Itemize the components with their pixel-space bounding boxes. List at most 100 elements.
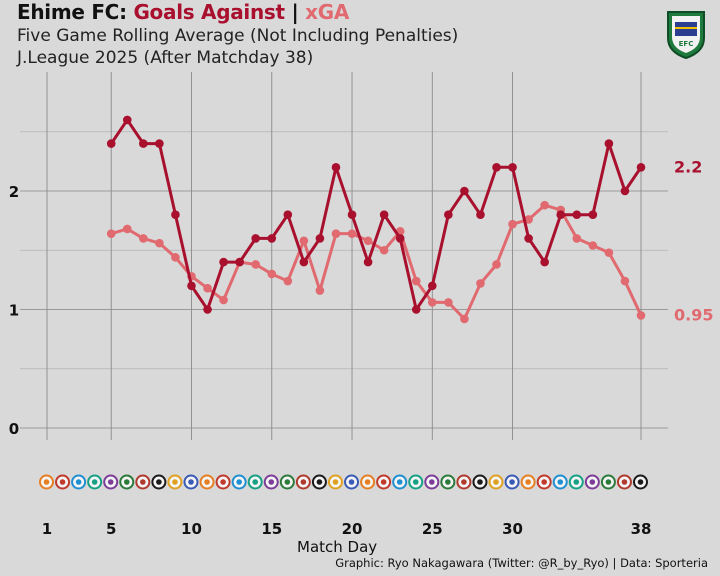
xga-point: [427, 298, 437, 307]
goals-against-point: [315, 234, 325, 243]
xga-point: [411, 276, 421, 286]
goals-against-point: [588, 210, 598, 219]
series-group: [106, 115, 646, 324]
xga-point: [588, 241, 598, 250]
goals-against-point: [187, 281, 196, 291]
opponent-crest-icon: [279, 474, 295, 490]
opponent-crest-icon: [360, 474, 376, 490]
opponent-crest-icon: [55, 474, 71, 490]
opponent-crest-icon: [584, 474, 600, 490]
caption-credit: Graphic: Ryo Nakagawara (Twitter: @R_by_…: [335, 556, 708, 570]
opponent-crest-icon: [327, 474, 343, 490]
end-labels: 2.2 0.95: [674, 157, 713, 324]
x-tick-label: 38: [631, 520, 652, 538]
opponent-crest-icon: [263, 474, 279, 490]
xga-point: [106, 229, 116, 238]
opponent-crest-icon: [616, 474, 632, 490]
xga-point: [203, 283, 212, 293]
opponent-crest-icon: [199, 474, 215, 490]
goals-against-point: [299, 257, 309, 267]
xga-point: [508, 219, 517, 229]
opponent-crest-icon: [71, 474, 87, 490]
goals-against-point: [363, 257, 373, 267]
goals-against-point: [395, 234, 405, 243]
x-tick-label: 20: [342, 520, 363, 538]
opponent-crest-icon: [568, 474, 584, 490]
x-tick-label: 5: [106, 520, 116, 538]
xga-point: [476, 279, 485, 288]
goals-against-point: [620, 186, 630, 196]
opponent-crest-icon: [151, 474, 167, 490]
y-axis-ticks: 0 1 2: [9, 183, 19, 438]
xga-point: [219, 295, 228, 305]
opponent-crest-icon: [424, 474, 440, 490]
goals-against-point: [283, 210, 293, 219]
xga-point: [267, 269, 277, 279]
chart-season-subtitle: J.League 2025 (After Matchday 38): [17, 48, 314, 68]
opponent-crest-icon: [135, 474, 151, 490]
xga-point: [283, 276, 293, 286]
goals-against-point: [444, 210, 453, 219]
opponent-crest-icon: [344, 474, 360, 490]
goals-against-point: [106, 139, 116, 148]
goals-against-point: [139, 139, 148, 148]
opponent-crest-icon: [231, 474, 247, 490]
xga-line: [110, 203, 643, 321]
grid-lines: [20, 72, 668, 440]
xga-point: [155, 238, 164, 248]
title-xga: xGA: [305, 0, 350, 24]
goals-against-line: [109, 118, 643, 311]
goals-against-point: [379, 210, 389, 219]
xga-point: [139, 234, 148, 243]
x-tick-label: 10: [181, 520, 202, 538]
goals-against-point: [331, 163, 341, 172]
xga-point: [363, 236, 373, 246]
goals-against-point: [155, 139, 164, 148]
goals-against-point: [347, 210, 357, 219]
xga-point: [540, 200, 549, 210]
opponent-crest-icon: [167, 474, 183, 490]
opponent-crest-icon: [183, 474, 199, 490]
xga-point: [604, 248, 614, 257]
opponent-crest-icon: [311, 474, 327, 490]
xga-point: [460, 314, 469, 324]
xga-point: [315, 286, 325, 295]
goals-against-point: [636, 163, 646, 172]
title-goals-against: Goals Against: [133, 0, 285, 24]
goals-against-point: [460, 186, 469, 196]
xga-point: [492, 260, 501, 269]
x-tick-label: 25: [422, 520, 443, 538]
opponent-crest-icon: [39, 474, 54, 490]
opponent-crest-icon: [440, 474, 456, 490]
goals-against-point: [251, 234, 261, 243]
goals-against-end-label: 2.2: [674, 157, 702, 176]
opponent-crest-icon: [472, 474, 488, 490]
y-tick-label: 2: [9, 183, 19, 201]
goals-against-point: [572, 210, 582, 219]
goals-against-point: [556, 210, 566, 219]
opponent-crest-icon: [376, 474, 392, 490]
opponent-crest-icon: [504, 474, 520, 490]
xga-point: [620, 276, 630, 286]
goals-against-point: [604, 139, 614, 148]
opponent-crest-icon: [552, 474, 568, 490]
xga-point: [524, 215, 533, 224]
xga-point: [171, 253, 180, 262]
opponent-crest-icon: [295, 474, 311, 490]
goals-against-point: [235, 257, 244, 267]
opponent-crest-icon: [87, 474, 103, 490]
opponent-crest-icon: [247, 474, 263, 490]
opponent-crest-icon: [103, 474, 119, 490]
y-tick-label: 0: [9, 420, 19, 438]
opponent-crest-icon: [392, 474, 408, 490]
goals-against-point: [171, 210, 180, 219]
goals-against-point: [524, 234, 533, 243]
x-axis-ticks: 1 5 10 15 20 25 30 38: [42, 520, 652, 538]
opponent-crest-icon: [408, 474, 424, 490]
opponent-crest-icon: [600, 474, 616, 490]
goals-against-point: [476, 210, 485, 219]
xga-point: [331, 229, 341, 238]
goals-against-point: [427, 281, 437, 291]
x-tick-label: 1: [42, 520, 52, 538]
chart-title: Ehime FC: Goals Against | xGA: [17, 0, 349, 24]
